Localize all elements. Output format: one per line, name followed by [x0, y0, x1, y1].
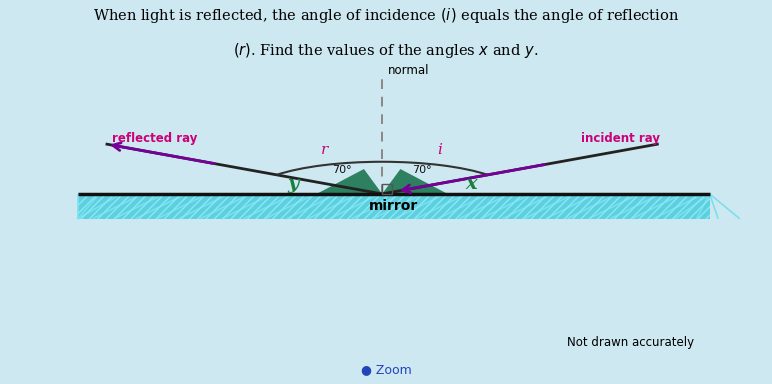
Text: reflected ray: reflected ray	[113, 132, 198, 145]
Text: 70°: 70°	[412, 165, 432, 175]
Text: Not drawn accurately: Not drawn accurately	[567, 336, 694, 349]
Text: When light is reflected, the angle of incidence $(i)$ equals the angle of reflec: When light is reflected, the angle of in…	[93, 7, 679, 25]
Text: normal: normal	[388, 64, 430, 77]
Bar	[382, 184, 392, 194]
Polygon shape	[382, 169, 448, 194]
Text: 70°: 70°	[332, 165, 352, 175]
Bar	[78, 194, 709, 219]
Text: $(r)$. Find the values of the angles $x$ and $y$.: $(r)$. Find the values of the angles $x$…	[233, 41, 539, 60]
Text: incident ray: incident ray	[581, 132, 659, 145]
Polygon shape	[317, 169, 382, 194]
Text: ● Zoom: ● Zoom	[361, 362, 411, 376]
Text: x: x	[465, 175, 476, 194]
Text: mirror: mirror	[369, 199, 418, 214]
Text: i: i	[438, 143, 442, 157]
Text: y: y	[288, 175, 300, 194]
Bar	[78, 194, 709, 219]
Text: r: r	[320, 143, 328, 157]
